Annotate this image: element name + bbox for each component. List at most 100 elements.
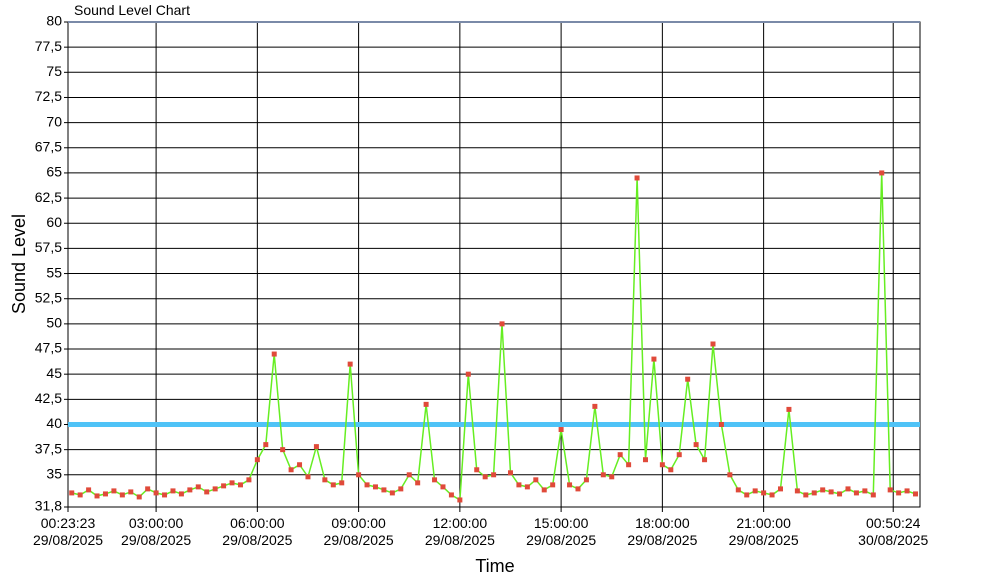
data-point xyxy=(550,482,556,488)
x-tick-label: 00:50:24 30/08/2025 xyxy=(858,515,929,548)
data-point xyxy=(735,487,741,493)
data-point xyxy=(752,488,758,494)
data-point xyxy=(187,487,193,493)
data-point xyxy=(457,497,463,503)
y-tick-label: 40 xyxy=(46,415,62,431)
data-point xyxy=(364,482,370,488)
data-point xyxy=(786,406,792,412)
data-point xyxy=(305,474,311,480)
data-point xyxy=(280,447,286,453)
data-point xyxy=(837,491,843,497)
data-point xyxy=(136,494,142,500)
data-point xyxy=(145,486,151,492)
data-point xyxy=(482,474,488,480)
data-point xyxy=(77,492,83,498)
data-point xyxy=(685,376,691,382)
data-point xyxy=(651,356,657,362)
data-point xyxy=(94,493,100,499)
data-point xyxy=(448,492,454,498)
data-point xyxy=(558,427,564,433)
data-point xyxy=(153,490,159,496)
data-point xyxy=(178,491,184,497)
data-point xyxy=(162,492,168,498)
x-tick-label: 09:00:00 29/08/2025 xyxy=(323,515,394,548)
data-point xyxy=(887,487,893,493)
y-tick-label: 60 xyxy=(46,214,62,230)
data-point xyxy=(567,482,573,488)
chart-title: Sound Level Chart xyxy=(74,2,190,18)
data-point xyxy=(423,401,429,407)
data-point xyxy=(828,489,834,495)
data-point xyxy=(769,492,775,498)
y-tick-label: 47,5 xyxy=(35,340,62,356)
data-point xyxy=(128,489,134,495)
data-point xyxy=(491,472,497,478)
data-point xyxy=(432,477,438,483)
data-point xyxy=(195,484,201,490)
data-point xyxy=(642,457,648,463)
data-point xyxy=(111,488,117,494)
data-point xyxy=(440,484,446,490)
data-point xyxy=(313,444,319,450)
y-tick-label: 50 xyxy=(46,315,62,331)
x-tick-label: 18:00:00 29/08/2025 xyxy=(627,515,698,548)
data-point xyxy=(356,472,362,478)
data-point xyxy=(583,477,589,483)
data-point xyxy=(609,474,615,480)
data-point xyxy=(575,486,581,492)
data-point xyxy=(718,421,724,427)
data-point xyxy=(853,490,859,496)
data-point xyxy=(288,467,294,473)
data-point xyxy=(204,489,210,495)
y-tick-label: 62,5 xyxy=(35,189,62,205)
data-point xyxy=(803,492,809,498)
data-point xyxy=(246,477,252,483)
data-point xyxy=(170,488,176,494)
y-tick-label: 45 xyxy=(46,365,62,381)
y-tick-label: 65 xyxy=(46,164,62,180)
data-point xyxy=(372,484,378,490)
y-tick-label: 37,5 xyxy=(35,440,62,456)
data-point xyxy=(912,491,918,497)
data-point xyxy=(702,457,708,463)
data-point xyxy=(659,462,665,468)
data-point xyxy=(254,457,260,463)
data-point xyxy=(533,477,539,483)
data-point xyxy=(119,492,125,498)
data-point xyxy=(465,371,471,377)
data-point xyxy=(474,467,480,473)
y-tick-label: 35 xyxy=(46,466,62,482)
data-point xyxy=(710,341,716,347)
y-tick-label: 72,5 xyxy=(35,88,62,104)
data-point xyxy=(634,175,640,181)
data-point xyxy=(212,486,218,492)
data-point xyxy=(507,470,513,476)
y-tick-label: 80 xyxy=(46,13,62,29)
data-point xyxy=(406,472,412,478)
data-point xyxy=(676,452,682,458)
data-point xyxy=(626,462,632,468)
y-tick-label: 57,5 xyxy=(35,239,62,255)
data-point xyxy=(297,462,303,468)
data-point xyxy=(69,490,75,496)
data-point xyxy=(524,484,530,490)
x-tick-label: 21:00:00 29/08/2025 xyxy=(728,515,799,548)
x-tick-label: 03:00:00 29/08/2025 xyxy=(121,515,192,548)
data-point xyxy=(271,351,277,357)
data-point xyxy=(862,488,868,494)
data-point xyxy=(592,403,598,409)
data-point xyxy=(845,486,851,492)
x-tick-label: 12:00:00 29/08/2025 xyxy=(424,515,495,548)
data-point xyxy=(347,361,353,367)
data-point xyxy=(870,492,876,498)
data-point xyxy=(896,490,902,496)
data-point xyxy=(600,472,606,478)
data-point xyxy=(499,321,505,327)
y-tick-label: 52,5 xyxy=(35,289,62,305)
data-point xyxy=(794,488,800,494)
x-tick-label: 06:00:00 29/08/2025 xyxy=(222,515,293,548)
data-point xyxy=(777,486,783,492)
data-point xyxy=(541,487,547,493)
